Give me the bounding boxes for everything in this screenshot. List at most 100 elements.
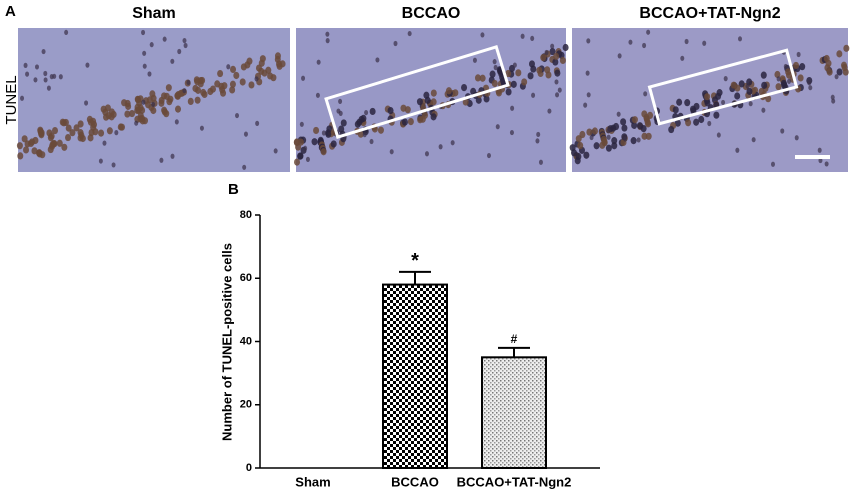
cell	[35, 149, 42, 157]
cell	[34, 64, 39, 70]
cell	[64, 29, 69, 36]
cell	[575, 135, 582, 143]
cell	[559, 56, 566, 65]
cell	[194, 78, 201, 86]
cell	[424, 96, 431, 104]
cell	[16, 142, 23, 150]
cell	[505, 69, 512, 78]
cell	[547, 108, 552, 114]
cell	[555, 92, 560, 98]
cell	[723, 76, 728, 82]
cell	[210, 85, 217, 93]
cell	[530, 65, 537, 73]
cell	[321, 130, 326, 136]
cell	[620, 118, 627, 126]
cell	[192, 84, 199, 93]
cell	[734, 92, 741, 100]
cell	[134, 103, 141, 111]
cell	[23, 62, 28, 68]
cell	[787, 78, 792, 84]
cell	[781, 81, 788, 89]
cell	[177, 48, 182, 55]
cell	[693, 118, 700, 126]
cell	[794, 135, 799, 141]
cell	[158, 99, 165, 107]
cell	[417, 116, 424, 124]
cell	[65, 133, 72, 142]
cell	[704, 93, 711, 101]
cell	[182, 88, 187, 94]
y-tick-label: 20	[240, 399, 252, 411]
cell	[721, 99, 726, 106]
cell	[46, 85, 51, 91]
cell	[294, 158, 301, 166]
cell	[174, 119, 179, 125]
cell	[843, 44, 850, 52]
cell	[716, 89, 723, 97]
cell	[325, 38, 330, 44]
cell	[150, 106, 157, 115]
cell	[515, 69, 522, 77]
cell	[401, 118, 408, 126]
cell	[583, 151, 590, 159]
cell	[492, 59, 497, 65]
cell	[311, 138, 318, 146]
cell	[751, 137, 756, 143]
cell	[776, 76, 781, 82]
cell	[170, 58, 175, 64]
cell	[716, 132, 721, 138]
cell	[313, 126, 320, 135]
cell	[387, 106, 394, 115]
cell	[165, 84, 172, 92]
cell	[424, 151, 429, 157]
cell	[562, 43, 569, 52]
micrograph	[572, 28, 848, 172]
cell	[38, 129, 45, 137]
cell	[254, 76, 259, 82]
panel-title: BCCAO	[402, 5, 461, 22]
cell	[786, 71, 793, 79]
cell	[246, 57, 253, 65]
cell	[326, 125, 333, 133]
cell	[98, 129, 105, 137]
cell	[641, 132, 648, 140]
cell	[536, 66, 543, 74]
panel-label: A	[5, 3, 16, 20]
cell	[646, 29, 651, 35]
cell	[182, 37, 187, 44]
cell	[267, 72, 274, 80]
cell	[698, 115, 705, 124]
cell	[765, 95, 772, 103]
cell	[836, 50, 843, 58]
cell	[746, 87, 753, 95]
cell	[255, 120, 260, 126]
cell	[362, 132, 367, 138]
cell	[462, 98, 469, 106]
cell	[375, 57, 380, 63]
cell	[796, 51, 801, 58]
cell	[137, 115, 144, 123]
cell	[20, 95, 25, 101]
cell	[43, 70, 48, 77]
cell	[775, 83, 782, 91]
cell	[276, 62, 283, 70]
cell	[159, 157, 164, 163]
cell	[149, 42, 154, 48]
cell	[489, 70, 496, 78]
cell	[645, 120, 652, 128]
cell	[793, 61, 800, 70]
cell	[199, 125, 204, 131]
cell	[226, 64, 231, 70]
cell	[497, 67, 504, 76]
cell	[842, 68, 849, 76]
cell	[450, 140, 455, 146]
cell	[676, 98, 683, 106]
cell	[761, 107, 766, 113]
y-tick-label: 40	[240, 335, 252, 347]
cell	[65, 124, 72, 132]
cell	[61, 143, 68, 151]
cell	[162, 36, 167, 42]
cell	[589, 134, 594, 141]
cell	[586, 38, 591, 44]
cell	[807, 80, 812, 86]
